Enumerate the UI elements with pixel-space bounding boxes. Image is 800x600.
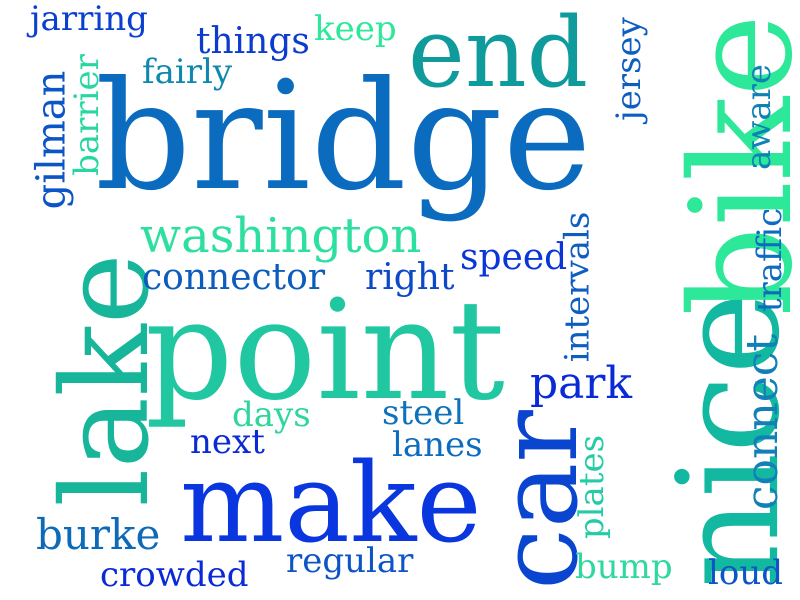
word-point: point <box>145 270 505 431</box>
word-steel: steel <box>382 393 465 433</box>
word-connector: connector <box>142 257 326 298</box>
word-washington: washington <box>140 208 422 264</box>
word-speed: speed <box>460 237 568 278</box>
word-days: days <box>232 395 311 435</box>
word-bridge: bridge <box>95 50 592 224</box>
word-keep: keep <box>314 9 397 49</box>
word-right: right <box>365 257 455 298</box>
word-park: park <box>530 358 633 409</box>
word-end: end <box>408 0 589 109</box>
word-connect: connect <box>737 333 789 511</box>
word-traffic: traffic <box>750 207 791 313</box>
word-plates: plates <box>572 434 613 540</box>
word-jarring: jarring <box>30 0 148 39</box>
word-intervals: intervals <box>557 211 598 363</box>
word-gilman: gilman <box>28 70 75 210</box>
word-jersey: jersey <box>608 17 649 121</box>
word-fairly: fairly <box>142 52 233 92</box>
word-regular: regular <box>286 541 414 581</box>
word-barrier: barrier <box>66 54 107 176</box>
word-loud: loud <box>708 553 784 593</box>
word-lanes: lanes <box>392 425 483 465</box>
word-make: make <box>180 439 482 567</box>
word-aware: aware <box>739 63 780 171</box>
word-things: things <box>196 21 310 62</box>
word-crowded: crowded <box>100 555 249 595</box>
word-bump: bump <box>575 547 673 587</box>
word-next: next <box>190 422 265 462</box>
word-burke: burke <box>36 510 161 559</box>
